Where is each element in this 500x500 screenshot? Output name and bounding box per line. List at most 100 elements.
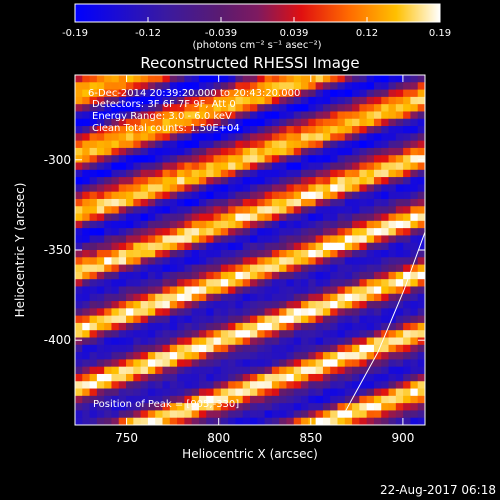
heatmap-cell bbox=[126, 162, 134, 171]
heatmap-cell bbox=[257, 191, 265, 200]
heatmap-cell bbox=[96, 191, 105, 200]
heatmap-cell bbox=[118, 133, 127, 142]
heatmap-cell bbox=[191, 257, 200, 265]
heatmap-cell bbox=[162, 359, 171, 368]
heatmap-cell bbox=[373, 352, 382, 360]
heatmap-cell bbox=[403, 126, 411, 134]
heatmap-cell bbox=[169, 140, 178, 149]
heatmap-cell bbox=[235, 286, 244, 295]
heatmap-cell bbox=[220, 177, 229, 185]
heatmap-cell bbox=[257, 104, 265, 112]
heatmap-cell bbox=[344, 191, 353, 200]
heatmap-cell bbox=[381, 126, 389, 134]
heatmap-cell bbox=[301, 235, 309, 244]
heatmap-cell bbox=[220, 395, 229, 404]
heatmap-cell bbox=[301, 96, 309, 105]
heatmap-cell bbox=[417, 352, 425, 360]
heatmap-cell bbox=[118, 337, 127, 346]
heatmap-cell bbox=[118, 417, 127, 425]
heatmap-cell bbox=[213, 191, 222, 200]
heatmap-cell bbox=[315, 286, 324, 295]
heatmap-cell bbox=[322, 111, 331, 120]
heatmap-cell bbox=[381, 388, 389, 397]
heatmap-cell bbox=[388, 403, 397, 411]
heatmap-cell bbox=[198, 104, 207, 112]
heatmap-cell bbox=[257, 250, 265, 258]
heatmap-cell bbox=[410, 191, 419, 200]
heatmap-cell bbox=[257, 417, 265, 425]
heatmap-cell bbox=[111, 104, 120, 112]
heatmap-cell bbox=[359, 410, 368, 419]
heatmap-cell bbox=[403, 359, 411, 368]
heatmap-cell bbox=[235, 89, 244, 98]
heatmap-cell bbox=[264, 118, 273, 127]
heatmap-cell bbox=[111, 184, 120, 193]
heatmap-cell bbox=[162, 191, 171, 200]
heatmap-cell bbox=[359, 279, 368, 287]
heatmap-cell bbox=[381, 373, 389, 382]
heatmap-cell bbox=[133, 206, 142, 214]
heatmap-cell bbox=[147, 337, 156, 346]
heatmap-cell bbox=[417, 337, 425, 346]
heatmap-cell bbox=[104, 206, 112, 214]
heatmap-cell bbox=[220, 96, 229, 105]
heatmap-cell bbox=[257, 111, 265, 120]
heatmap-cell bbox=[75, 344, 83, 353]
heatmap-cell bbox=[155, 169, 163, 178]
heatmap-cell bbox=[271, 388, 280, 397]
heatmap-cell bbox=[220, 104, 229, 112]
heatmap-cell bbox=[191, 403, 200, 411]
heatmap-cell bbox=[169, 344, 178, 353]
heatmap-cell bbox=[410, 118, 419, 127]
colorbar bbox=[74, 3, 441, 23]
heatmap-cell bbox=[206, 126, 214, 134]
heatmap-cell bbox=[198, 140, 207, 149]
heatmap-cell bbox=[381, 257, 389, 265]
heatmap-cell bbox=[301, 191, 309, 200]
heatmap-cell bbox=[403, 410, 411, 419]
y-tick-label: -400 bbox=[44, 333, 71, 347]
heatmap-cell bbox=[104, 395, 112, 404]
heatmap-cell bbox=[257, 293, 265, 302]
heatmap-cell bbox=[417, 279, 425, 287]
heatmap-cell bbox=[118, 155, 127, 163]
heatmap-cell bbox=[96, 213, 105, 222]
heatmap-cell bbox=[344, 286, 353, 295]
heatmap-cell bbox=[403, 250, 411, 258]
heatmap-cell bbox=[286, 301, 295, 309]
heatmap-cell bbox=[250, 264, 258, 273]
heatmap-cell bbox=[235, 344, 244, 353]
heatmap-cell bbox=[118, 366, 127, 375]
heatmap-cell bbox=[279, 140, 287, 149]
heatmap-cell bbox=[162, 235, 171, 244]
heatmap-cell bbox=[373, 213, 382, 222]
heatmap-cell bbox=[417, 381, 425, 389]
heatmap-cell bbox=[417, 271, 425, 280]
heatmap-cell bbox=[140, 395, 149, 404]
heatmap-cell bbox=[206, 162, 214, 171]
heatmap bbox=[75, 75, 425, 425]
heatmap-cell bbox=[264, 279, 273, 287]
heatmap-cell bbox=[271, 257, 280, 265]
heatmap-cell bbox=[228, 381, 236, 389]
heatmap-cell bbox=[359, 250, 368, 258]
heatmap-cell bbox=[250, 337, 258, 346]
heatmap-cell bbox=[366, 206, 375, 214]
heatmap-cell bbox=[395, 293, 404, 302]
heatmap-cell bbox=[279, 410, 287, 419]
heatmap-cell bbox=[293, 286, 302, 295]
heatmap-cell bbox=[359, 133, 368, 142]
heatmap-cell bbox=[213, 257, 222, 265]
heatmap-cell bbox=[140, 264, 149, 273]
heatmap-cell bbox=[337, 286, 346, 295]
heatmap-cell bbox=[315, 293, 324, 302]
heatmap-cell bbox=[257, 162, 265, 171]
heatmap-cell bbox=[133, 126, 142, 134]
heatmap-cell bbox=[104, 315, 112, 324]
heatmap-cell bbox=[330, 330, 338, 338]
heatmap-cell bbox=[250, 169, 258, 178]
heatmap-cell bbox=[169, 155, 178, 163]
heatmap-cell bbox=[286, 140, 295, 149]
heatmap-cell bbox=[228, 235, 236, 244]
heatmap-cell bbox=[264, 104, 273, 112]
